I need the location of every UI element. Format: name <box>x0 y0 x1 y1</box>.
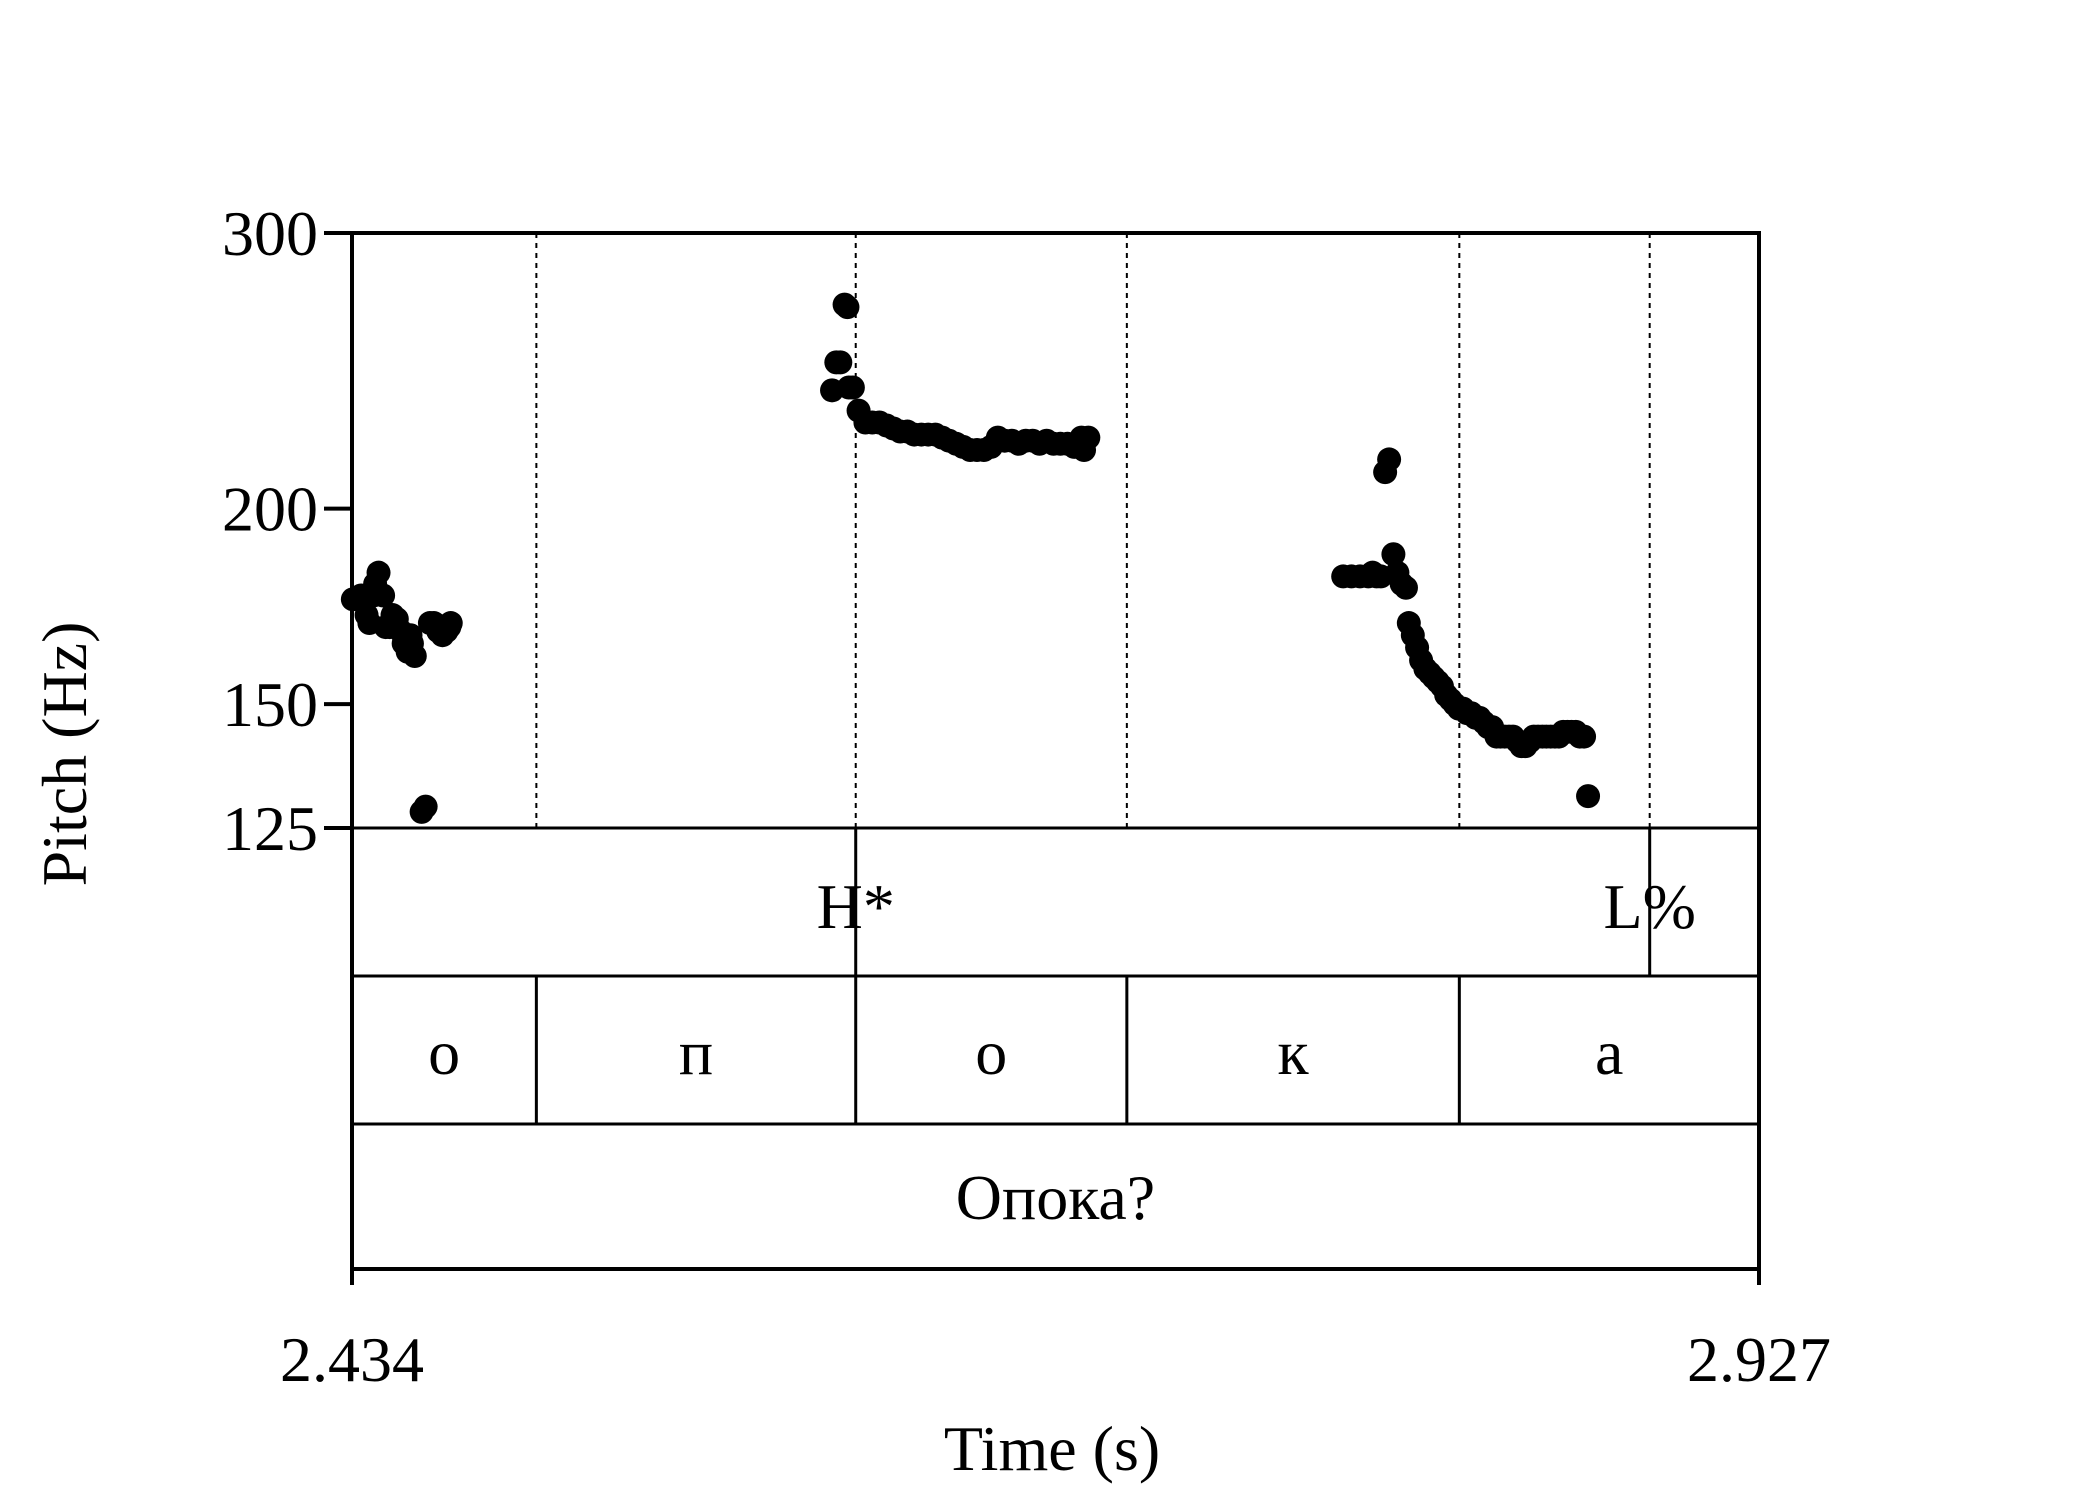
pitch-point <box>366 560 391 585</box>
tone-label: H* <box>817 871 895 942</box>
annotation-tiers: H* L% о п о к а Опока? <box>428 828 1696 1233</box>
pitch-point <box>1572 724 1597 749</box>
y-axis-title: Pitch (Hz) <box>29 622 100 887</box>
y-tick-label: 200 <box>222 474 318 545</box>
x-axis-title: Time (s) <box>944 1413 1160 1484</box>
pitch-point <box>438 611 463 636</box>
segment-label: о <box>975 1017 1007 1088</box>
segment-label: а <box>1595 1017 1623 1088</box>
pitch-point <box>371 583 396 608</box>
pitch-point <box>402 643 427 668</box>
pitch-points <box>340 292 1601 824</box>
interval-boundaries <box>535 233 1651 828</box>
pitch-point <box>828 350 853 375</box>
pitch-point <box>840 375 865 400</box>
y-tick-label: 150 <box>222 669 318 740</box>
pitch-point <box>1377 447 1402 472</box>
y-tick-label: 300 <box>222 198 318 269</box>
segment-label: п <box>679 1017 713 1088</box>
y-axis-ticks: 300 200 150 125 <box>222 198 352 864</box>
segment-label: к <box>1278 1017 1310 1088</box>
pitch-point <box>1381 542 1406 567</box>
segment-label: о <box>428 1017 460 1088</box>
plot-frame <box>350 231 1761 1271</box>
word-label: Опока? <box>956 1162 1155 1233</box>
pitch-point <box>1393 575 1418 600</box>
x-tick-label: 2.927 <box>1687 1324 1831 1395</box>
x-tick-label: 2.434 <box>280 1324 424 1395</box>
y-tick-label: 125 <box>222 793 318 864</box>
tone-label: L% <box>1603 871 1695 942</box>
pitch-point <box>413 794 438 819</box>
pitch-point <box>835 295 860 320</box>
pitch-point <box>1576 784 1601 809</box>
pitch-point <box>1076 425 1101 450</box>
x-axis-ticks: 2.434 2.927 <box>280 1269 1831 1395</box>
